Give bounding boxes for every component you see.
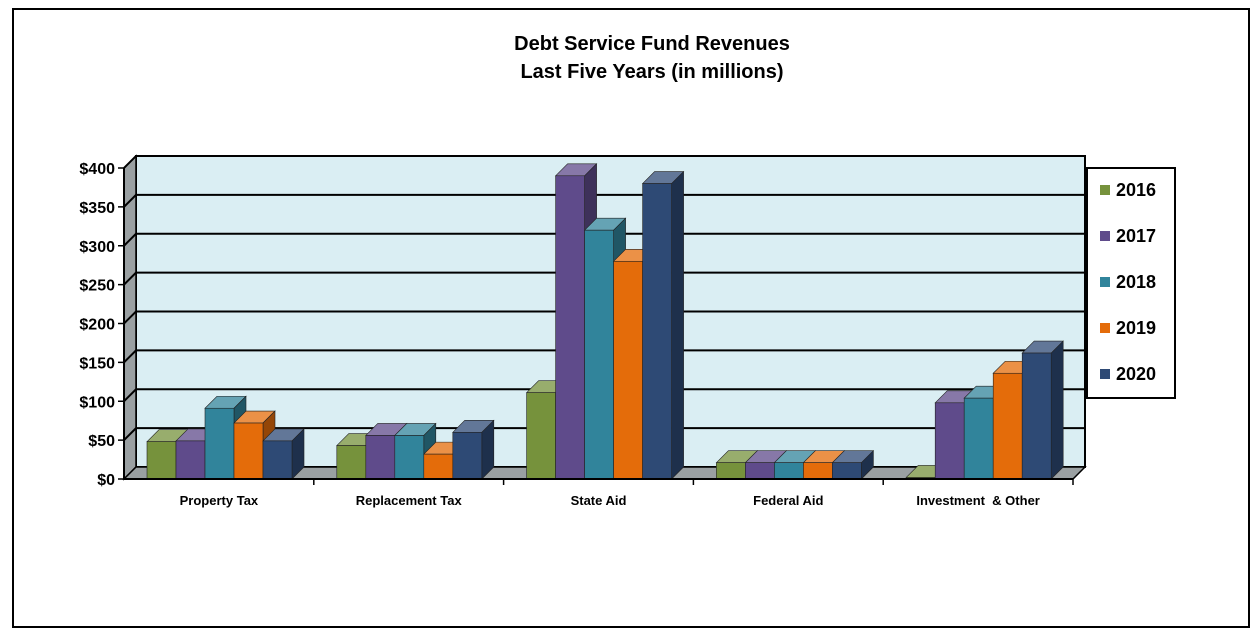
bar (1021, 340, 1064, 480)
bar-front (745, 462, 775, 480)
legend-label: 2019 (1116, 318, 1156, 338)
y-tick-label: $200 (79, 317, 115, 334)
gridline (123, 193, 1085, 208)
y-tick-label: $100 (79, 394, 115, 411)
gridline (123, 349, 1085, 364)
x-tick-label: Property Tax (180, 493, 259, 508)
legend-swatch (1100, 323, 1110, 333)
gridline (123, 232, 1085, 247)
x-tick-label: Investment & Other (916, 493, 1040, 508)
bar-front (146, 441, 177, 480)
legend-swatch (1100, 185, 1110, 195)
bar-front (452, 432, 483, 480)
bar (831, 449, 875, 480)
y-tick-label: $150 (79, 355, 115, 372)
bar-front (832, 462, 862, 480)
bar (262, 428, 305, 480)
y-tick-label: $300 (79, 239, 115, 256)
bar-front (716, 462, 746, 480)
chart-subtitle: Last Five Years (in millions) (520, 61, 783, 83)
bar-front (1021, 352, 1052, 480)
bar-front (584, 229, 614, 480)
bar-front (992, 372, 1023, 480)
x-tick-label: Replacement Tax (356, 493, 463, 508)
chart-title: Debt Service Fund Revenues (514, 33, 790, 55)
x-tick-label: State Aid (571, 493, 627, 508)
bar-front (394, 435, 425, 480)
legend-label: 2020 (1116, 364, 1156, 384)
bar-front (336, 445, 367, 480)
y-tick-label: $0 (97, 472, 115, 489)
legend-swatch (1100, 231, 1110, 241)
legend-swatch (1100, 277, 1110, 287)
bar-front (642, 183, 672, 480)
bar-front (204, 407, 235, 480)
bar (641, 170, 685, 480)
bar-front (774, 462, 804, 480)
gridline (123, 155, 1085, 169)
gridline (123, 271, 1085, 286)
y-tick-label: $350 (79, 200, 115, 217)
bar (452, 419, 495, 480)
bar-front (526, 392, 556, 480)
bar-front (963, 397, 994, 480)
gridline (123, 427, 1085, 441)
bar-front (555, 175, 585, 480)
y-tick-label: $250 (79, 278, 115, 295)
bar-front (262, 440, 293, 480)
y-tick-label: $50 (88, 433, 115, 450)
bar-front (423, 453, 454, 480)
bar-side (1050, 340, 1064, 480)
gridline (123, 388, 1085, 402)
bar-front (934, 402, 965, 480)
legend-swatch (1100, 369, 1110, 379)
bar-front (803, 462, 833, 480)
gridline (123, 310, 1085, 325)
legend: 2016 2017 2018 2019 2020 (1086, 167, 1176, 399)
plot-area: $0 $50 $100 $150 $200 $250 $300 $350 $400 Propert… (79, 154, 1087, 508)
chart: Debt Service Fund Revenues Last Five Yea… (79, 33, 1176, 508)
bar-front (613, 260, 643, 480)
bar-front (175, 440, 206, 480)
y-tick-label: $400 (79, 161, 115, 178)
legend-label: 2017 (1116, 226, 1156, 246)
legend-label: 2016 (1116, 180, 1156, 200)
x-tick-label: Federal Aid (753, 493, 823, 508)
bar-front (365, 435, 396, 480)
bar-front (233, 422, 264, 480)
legend-label: 2018 (1116, 272, 1156, 292)
bar (715, 449, 759, 480)
bar-side (671, 170, 684, 480)
